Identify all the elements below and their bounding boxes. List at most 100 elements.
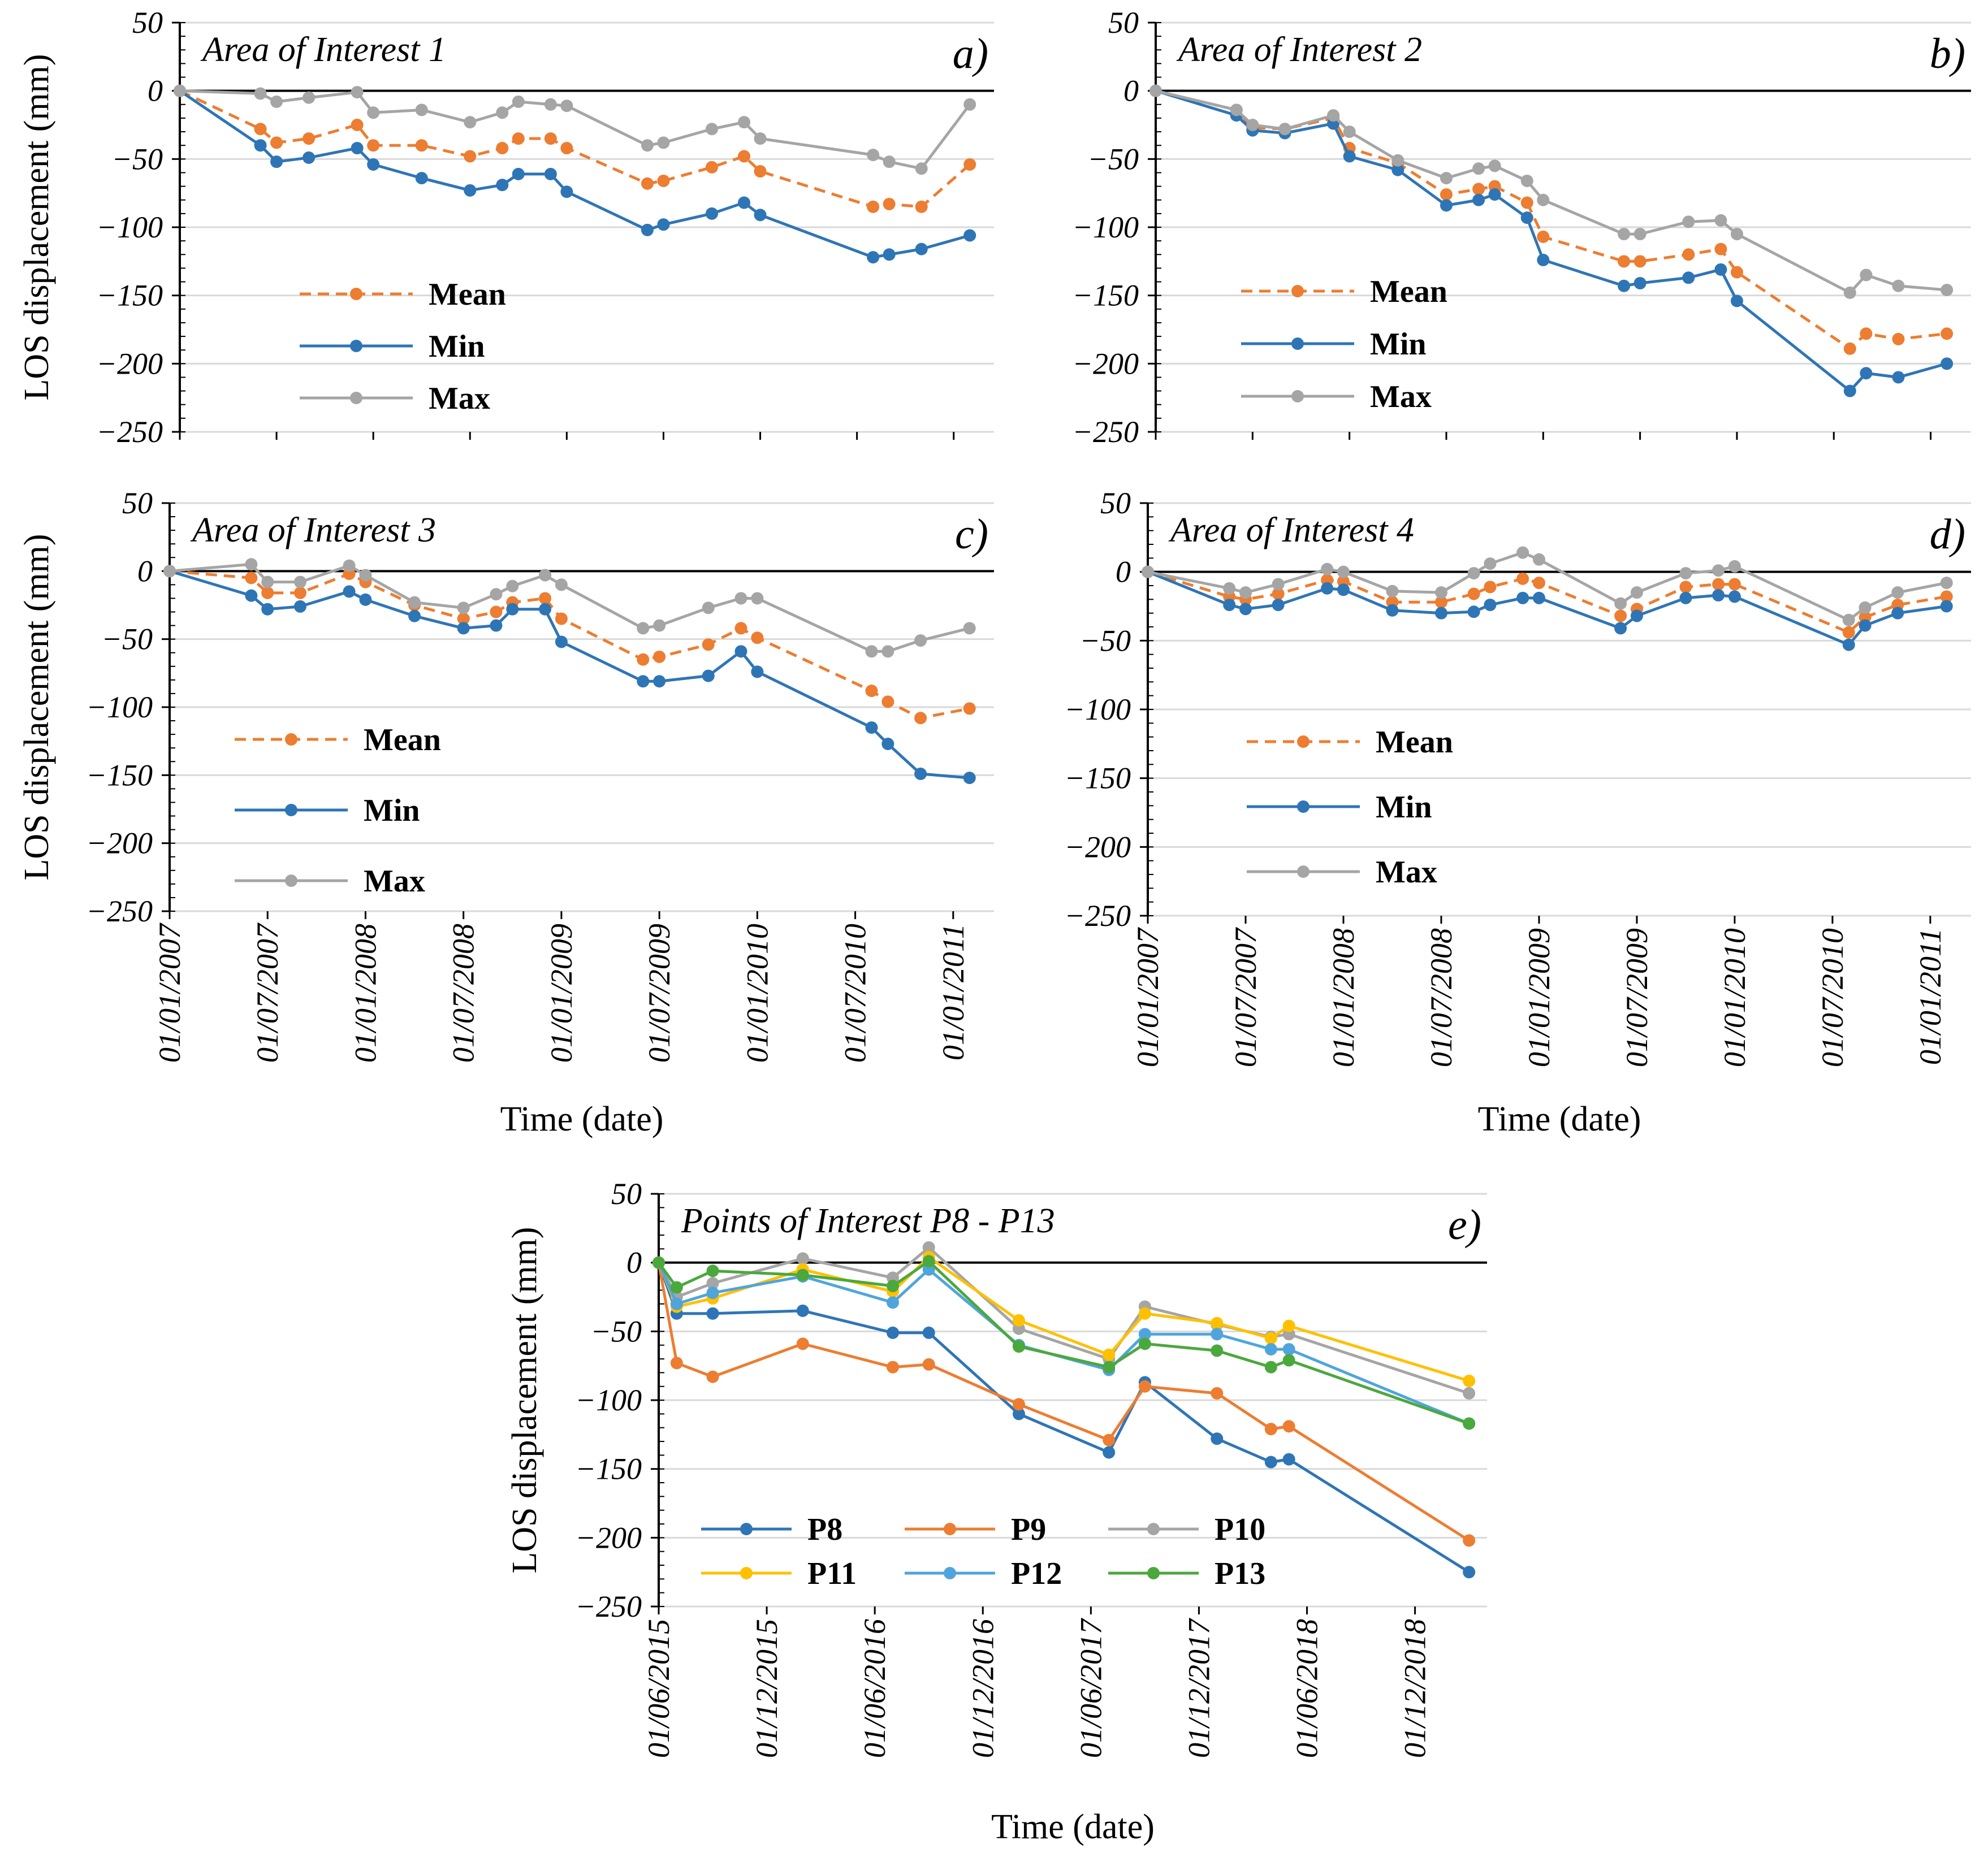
data-point-mean — [490, 605, 503, 618]
data-point-min — [415, 172, 428, 185]
y-tick-label: −250 — [1065, 899, 1131, 933]
data-point-p11 — [1012, 1314, 1025, 1327]
legend-label-max: Max — [1376, 855, 1437, 890]
data-point-p9 — [796, 1337, 809, 1350]
data-point-max — [490, 588, 503, 601]
data-point-p12 — [670, 1297, 683, 1310]
data-point-min — [1618, 279, 1631, 292]
y-axis-label: LOS displacement (mm) — [505, 1227, 544, 1574]
data-point-mean — [637, 653, 650, 666]
data-point-max — [343, 559, 356, 572]
data-point-mean — [1434, 596, 1447, 609]
x-tick-label: 01/12/2018 — [1398, 1619, 1432, 1758]
data-point-max — [1940, 577, 1953, 590]
chart-title: Area of Interest 4 — [1168, 511, 1414, 549]
x-tick-label: 01/01/2010 — [1718, 928, 1752, 1067]
y-tick-label: 0 — [148, 74, 163, 108]
data-point-p8 — [1264, 1456, 1277, 1469]
data-point-mean — [1843, 342, 1856, 355]
data-point-min — [914, 767, 927, 780]
data-point-max — [637, 622, 650, 635]
data-point-max — [261, 575, 274, 588]
data-point-min — [254, 139, 267, 152]
data-point-max — [1321, 562, 1334, 575]
x-axis-label: Time (date) — [500, 1100, 664, 1138]
data-point-mean — [302, 132, 316, 145]
data-point-min — [1892, 371, 1905, 384]
x-tick-label: 01/07/2010 — [1816, 928, 1849, 1067]
data-point-min — [963, 229, 976, 242]
data-point-max — [1516, 546, 1529, 559]
data-point-max — [881, 645, 894, 658]
y-tick-label: −200 — [1073, 347, 1139, 380]
data-point-max — [1618, 228, 1631, 241]
series-line-min — [179, 89, 970, 259]
data-point-p10 — [796, 1252, 809, 1265]
data-point-min — [512, 167, 525, 180]
data-point-p13 — [1282, 1354, 1295, 1367]
x-tick-label: 01/06/2015 — [642, 1619, 676, 1758]
y-tick-label: 50 — [122, 486, 153, 520]
legend-label-p13: P13 — [1215, 1556, 1265, 1591]
data-point-max — [1859, 601, 1872, 614]
data-point-mean — [270, 136, 283, 149]
data-point-min — [1272, 599, 1285, 612]
data-point-mean — [1842, 626, 1855, 639]
data-point-max — [245, 558, 258, 571]
data-point-min — [734, 645, 747, 658]
data-point-mean — [1633, 255, 1646, 268]
data-point-max — [544, 98, 557, 111]
data-point-min — [1940, 600, 1953, 613]
y-tick-label: −100 — [87, 690, 153, 724]
x-tick-label: 01/01/2008 — [1326, 928, 1360, 1067]
data-point-min — [560, 185, 573, 198]
data-point-mean — [914, 712, 927, 725]
data-point-mean — [657, 174, 670, 187]
x-tick-label: 01/06/2018 — [1290, 1619, 1324, 1758]
data-point-p13 — [652, 1256, 665, 1269]
data-point-p12 — [1282, 1343, 1295, 1356]
data-point-mean — [1730, 266, 1743, 279]
data-point-max — [1440, 172, 1453, 185]
panel-letter: e) — [1448, 1201, 1481, 1249]
data-point-p11 — [1138, 1307, 1151, 1320]
legend-marker-mean — [1291, 285, 1304, 297]
data-point-min — [1532, 591, 1545, 604]
data-point-p11 — [1103, 1348, 1116, 1361]
data-point-max — [555, 578, 568, 591]
data-point-max — [1714, 214, 1727, 227]
data-point-mean — [641, 177, 654, 190]
y-tick-label: 0 — [626, 1246, 642, 1280]
legend-label-p8: P8 — [807, 1512, 842, 1547]
data-point-min — [865, 721, 878, 734]
data-point-min — [544, 167, 557, 180]
data-point-mean — [293, 586, 306, 599]
data-point-min — [245, 589, 258, 602]
data-point-max — [883, 155, 896, 168]
data-point-mean — [702, 638, 715, 651]
y-axis-label: LOS displacement (mm) — [18, 54, 56, 401]
data-point-min — [261, 603, 274, 616]
data-point-mean — [1272, 587, 1285, 600]
data-point-p11 — [1211, 1317, 1224, 1330]
y-tick-label: −200 — [87, 826, 153, 860]
data-point-mean — [1714, 243, 1727, 256]
data-point-mean — [881, 695, 894, 708]
y-tick-label: −50 — [112, 142, 163, 176]
x-tick-label: 01/07/2009 — [642, 924, 676, 1063]
data-point-p10 — [1463, 1387, 1476, 1400]
data-point-max — [738, 116, 751, 129]
series-line-min — [1155, 89, 1947, 393]
data-point-max — [754, 132, 767, 145]
data-point-min — [1842, 638, 1855, 651]
series-line-p11 — [657, 1255, 1470, 1383]
x-tick-label: 01/01/2009 — [544, 924, 578, 1063]
data-point-max — [1467, 567, 1480, 580]
data-point-max — [1520, 174, 1533, 187]
legend-marker-mean — [285, 733, 297, 746]
legend-label-min: Min — [364, 793, 420, 828]
panel-letter: d) — [1930, 510, 1965, 558]
data-point-max — [560, 99, 573, 112]
